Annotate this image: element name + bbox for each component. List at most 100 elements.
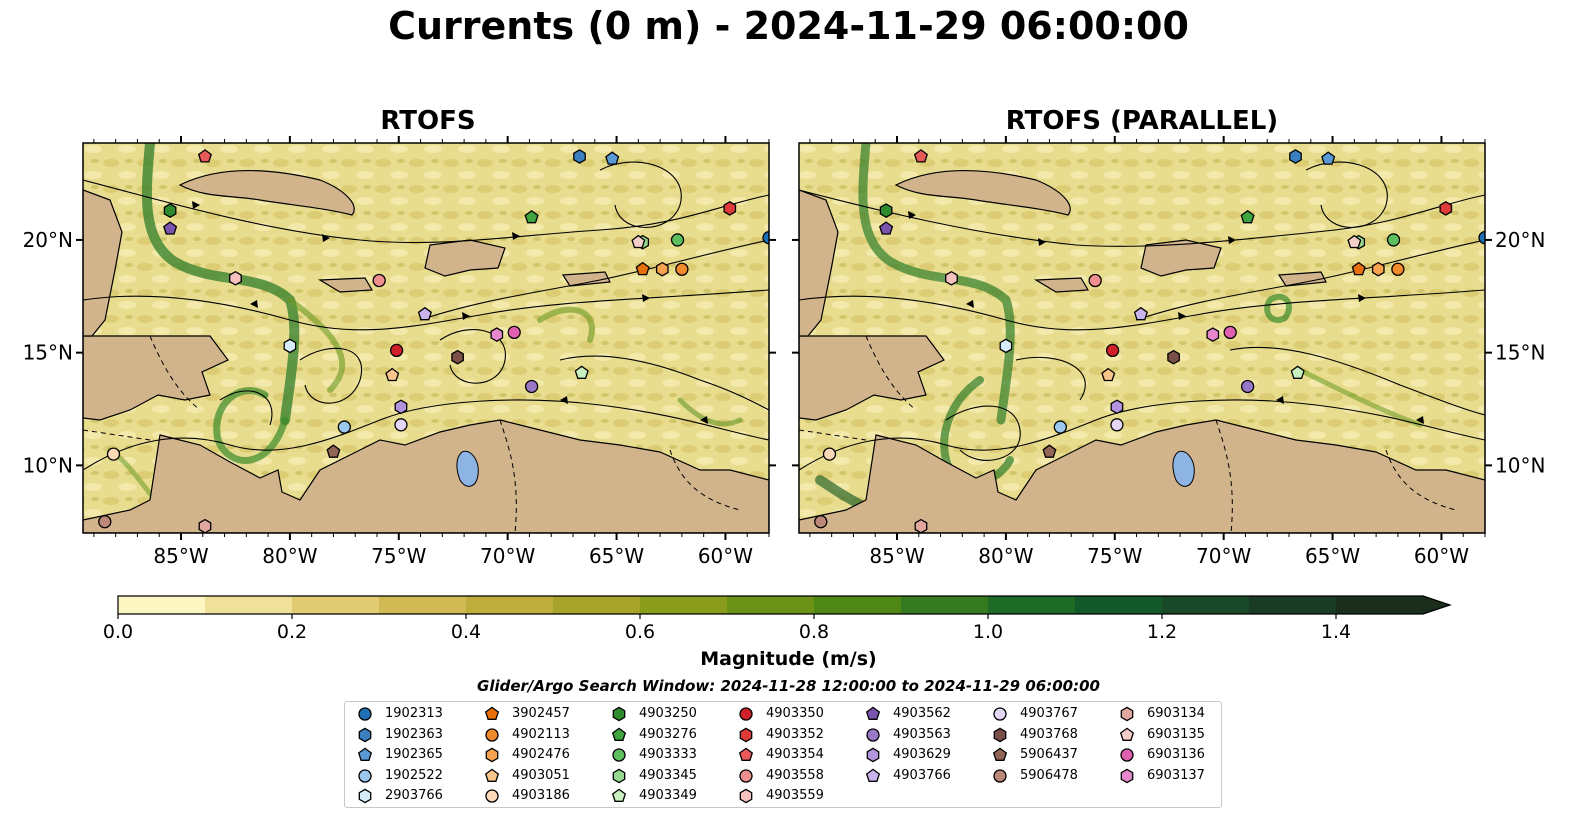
float-marker-4903051 [385,367,400,382]
colorbar-segment [118,596,206,614]
legend-marker-circle [739,768,753,783]
colorbar-segment [1075,596,1163,614]
legend-marker-4903562 [865,706,881,720]
legend-marker-circle [993,768,1007,783]
legend-label: 4902476 [512,747,570,762]
legend-marker-pentagon [992,747,1008,761]
colorbar-segment [727,596,815,614]
float-marker-3902457 [1351,261,1366,276]
lon-tick-label: 85°W [153,544,208,568]
float-marker-4903558 [372,273,386,288]
float-marker-4903766 [417,306,432,321]
float-marker-4902476 [655,261,669,277]
colorbar-ticks: 0.0 0.2 0.4 0.6 0.8 1.0 1.2 1.4 [103,614,1351,643]
colorbar-segment [205,596,293,614]
legend-label: 4903629 [893,747,951,762]
float-marker-4903333 [1386,233,1401,247]
legend-marker-pentagon [484,706,500,720]
legend-marker-4903250 [612,706,626,722]
colorbar-extend-arrow [1423,596,1450,614]
map-frames [82,142,1486,534]
legend-marker-4903354 [738,747,754,761]
float-marker-4903562 [879,221,894,235]
borders [799,335,1457,533]
float-marker-6903135 [631,234,646,249]
float-marker-4903767 [1110,418,1124,432]
legend-marker-4903051 [484,768,500,782]
legend-marker-pentagon [738,747,754,761]
legend-marker-5906437 [992,747,1008,761]
lon-tick-label: 60°W [1414,544,1469,568]
float-marker-4903349 [574,365,589,379]
colorbar-tick-label: 0.0 [103,621,133,643]
legend-label: 4903558 [766,767,824,783]
legend-label: 4903350 [766,706,824,721]
float-marker-4902113 [1391,262,1405,276]
colorbar-segment [379,596,467,614]
legend-label: 6903137 [1147,767,1205,783]
legend-marker-pentagon [611,727,627,741]
float-marker-4902476 [1371,261,1385,277]
legend-marker-4903333 [612,748,626,762]
legend-marker-hexagon [993,727,1007,742]
legend-label: 4903352 [766,726,824,742]
legend-marker-hexagon [739,727,753,742]
legend-label: 4903349 [639,788,697,803]
legend-marker-circle [358,707,372,721]
legend-marker-6903134 [1120,706,1134,722]
lon-tick-label: 85°W [869,544,924,568]
legend-marker-4903345 [612,768,626,783]
float-marker-4903350 [389,343,404,358]
colorbar-tick-label: 0.4 [451,621,481,643]
legend-marker-4903186 [485,789,499,803]
legend-marker-4903559 [739,788,753,804]
legend-marker-4903352 [739,727,753,742]
legend-marker-6903136 [1120,748,1134,762]
legend-marker-hexagon [612,768,626,783]
legend-marker-pentagon [357,747,373,761]
float-marker-6903136 [1223,325,1237,340]
lon-tick-label: 75°W [1087,544,1142,568]
legend-label: 4903563 [893,726,951,742]
float-marker-6903136 [507,325,521,340]
lat-tick-label: 15°N [23,341,73,365]
legend-label: 1902522 [385,767,443,783]
lon-tick-label: 75°W [371,544,426,568]
float-marker-5906437 [1042,444,1057,458]
legend-marker-1902522 [358,768,372,783]
borders [83,335,741,533]
float-marker-4903766 [1133,306,1148,321]
legend-marker-circle [739,707,753,721]
legend-label: 4903051 [512,767,570,783]
legend-label: 4903276 [639,726,697,742]
legend-marker-hexagon [866,747,880,763]
legend-label: 4903562 [893,706,951,721]
float-marker-4903333 [670,233,685,247]
float-marker-4903768 [451,349,464,365]
lon-tick-label: 60°W [698,544,753,568]
colorbar-label: Magnitude (m/s) [700,648,877,670]
colorbar-segment [988,596,1076,614]
legend-label: 6903135 [1147,726,1205,742]
float-marker-4903559 [945,270,958,286]
map-panel-rtofs-parallel [799,143,1485,533]
float-marker-4903354 [197,149,212,163]
figure-title: Currents (0 m) - 2024-11-29 06:00:00 [388,4,1189,48]
legend-marker-4903563 [866,727,880,742]
legend-label: 1902363 [385,726,443,742]
float-marker-4903768 [1167,349,1180,365]
land [799,169,1485,533]
legend-marker-hexagon [1120,768,1134,783]
float-marker-1902363 [573,149,586,164]
colorbar-outline [117,595,1452,615]
float-marker-4903186 [822,447,837,461]
colorbar-segment [466,596,554,614]
legend-marker-circle [358,768,372,783]
float-marker-4903349 [1290,365,1305,379]
lat-tick-label: 20°N [1495,228,1545,252]
legend-label: 4903354 [766,747,824,762]
legend-marker-4903629 [866,747,880,763]
colorbar-segment [292,596,380,614]
legend-marker-circle [485,789,499,803]
legend-label: 4903345 [639,767,697,783]
